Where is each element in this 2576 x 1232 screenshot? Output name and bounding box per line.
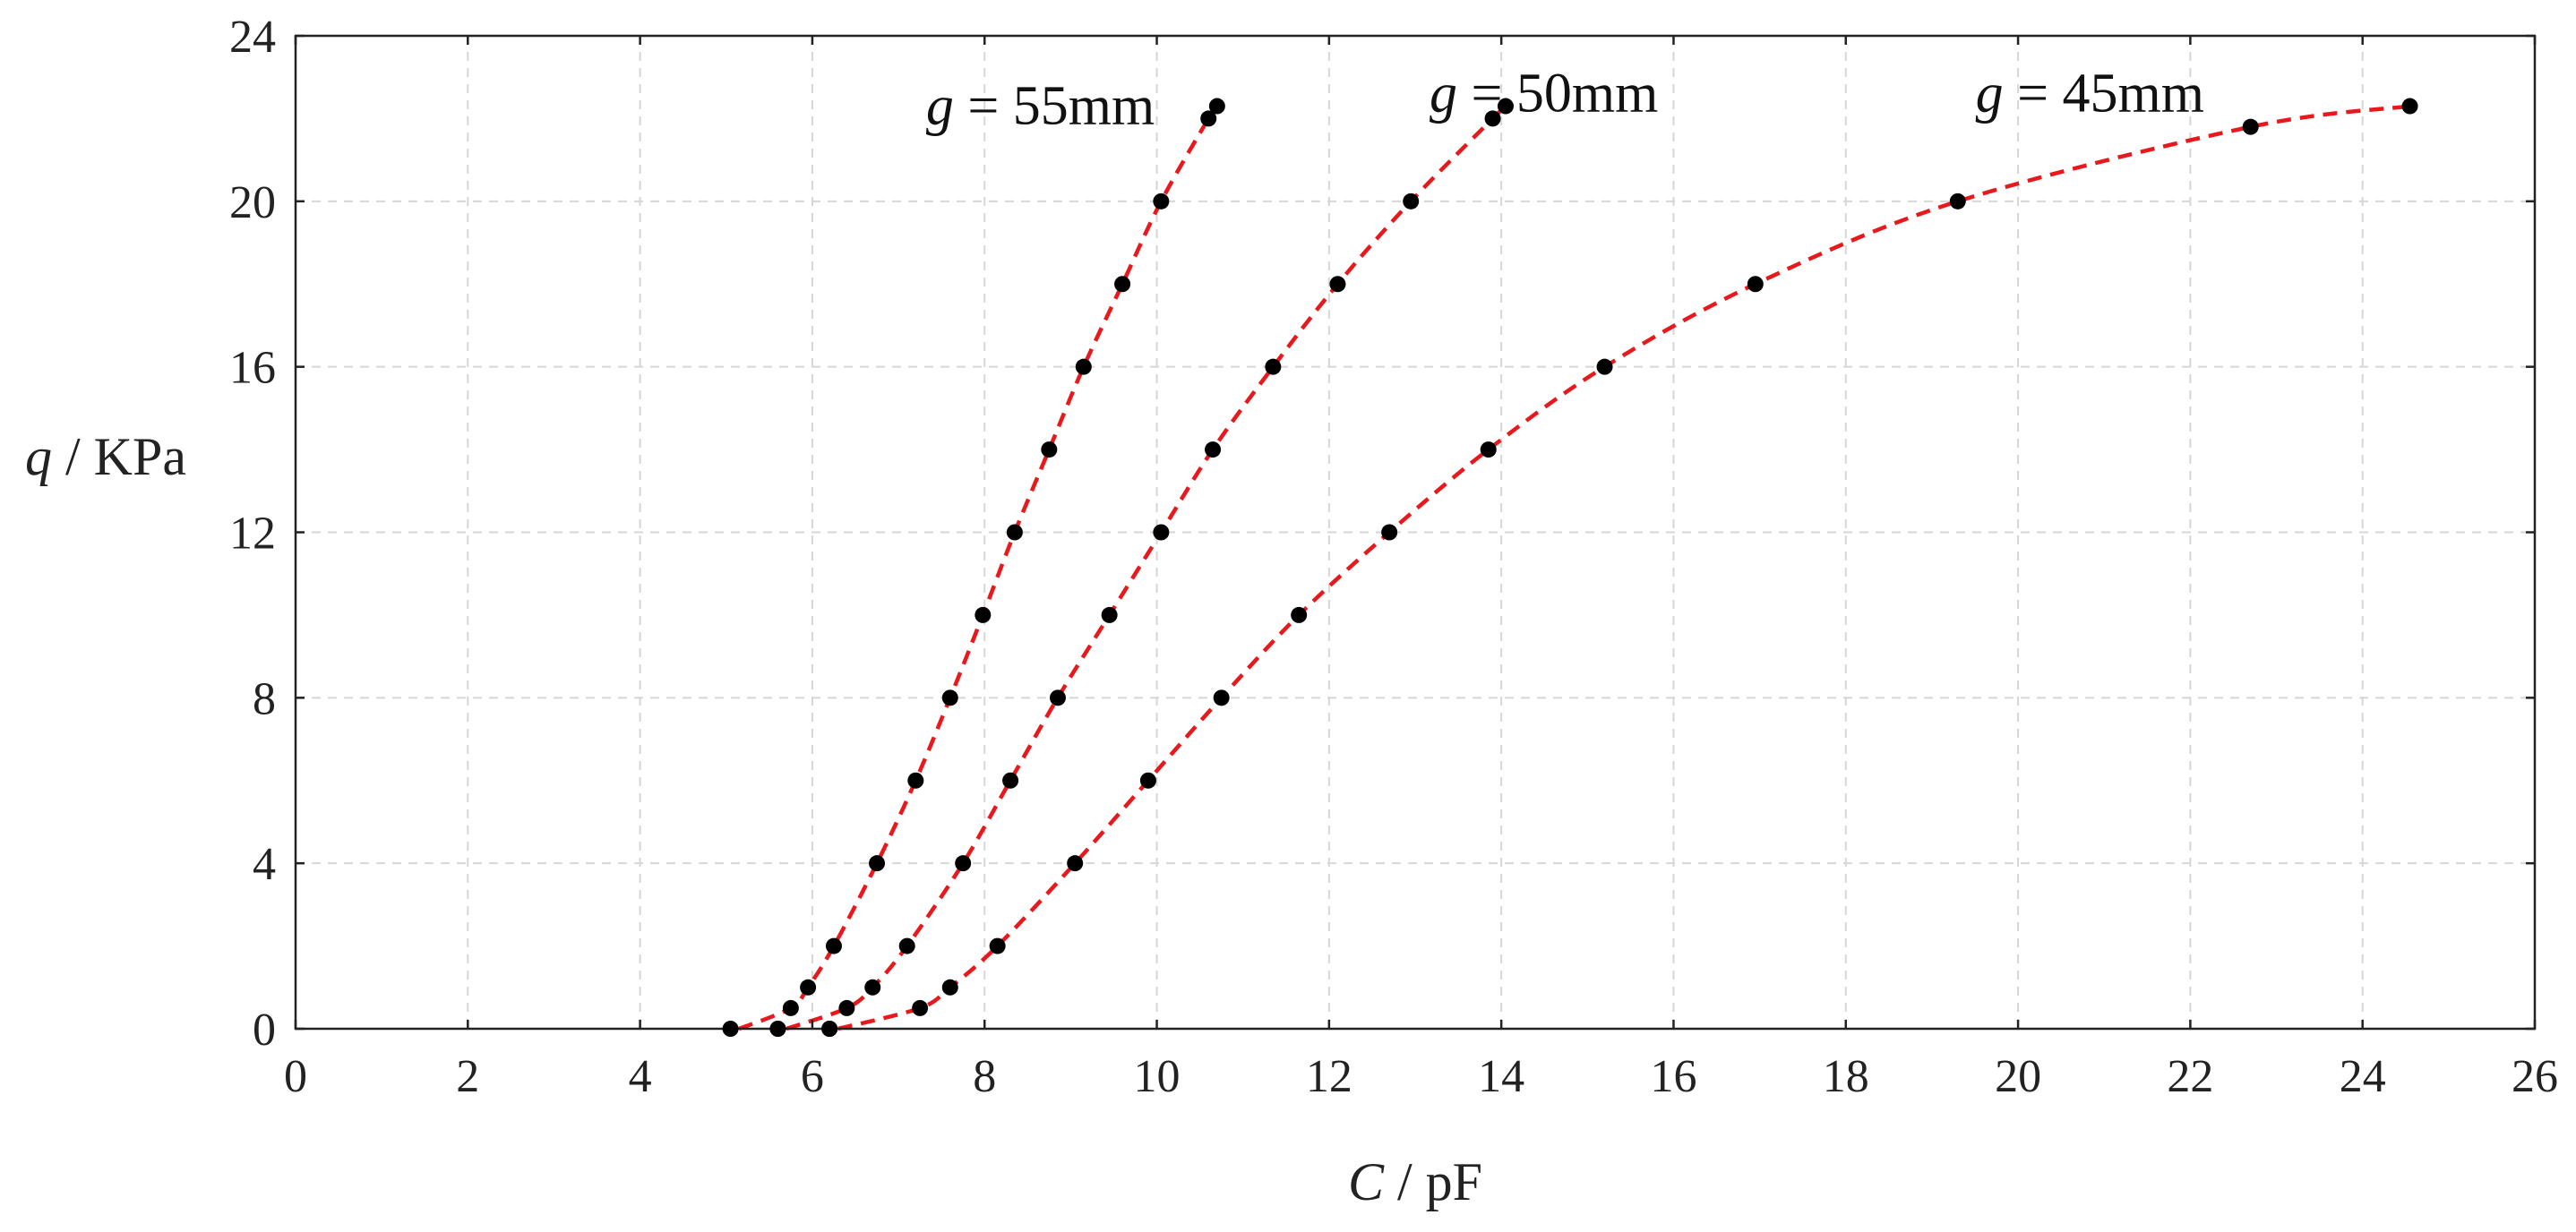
series-annotation-1: g = 55mm bbox=[926, 76, 1155, 137]
data-point-series-1 bbox=[1200, 110, 1217, 127]
data-point-series-1 bbox=[1114, 276, 1131, 293]
y-tick-label: 4 bbox=[253, 839, 276, 890]
y-tick-label: 20 bbox=[229, 177, 276, 228]
x-tick-label: 6 bbox=[801, 1051, 824, 1102]
data-point-series-2 bbox=[955, 855, 972, 872]
x-tick-label: 12 bbox=[1306, 1051, 1352, 1102]
x-tick-label: 18 bbox=[1823, 1051, 1869, 1102]
data-point-series-1 bbox=[1006, 524, 1023, 541]
data-point-series-2 bbox=[769, 1021, 786, 1037]
x-tick-label: 22 bbox=[2167, 1051, 2213, 1102]
data-point-series-1 bbox=[1041, 441, 1058, 458]
annotation-variable: g bbox=[926, 76, 968, 137]
fit-curve-1 bbox=[738, 105, 1219, 1031]
x-axis-label: C / pF bbox=[1348, 1152, 1482, 1211]
data-point-series-1 bbox=[907, 772, 924, 789]
y-tick-label: 24 bbox=[229, 12, 276, 63]
data-point-series-1 bbox=[782, 999, 799, 1016]
data-point-series-2 bbox=[1002, 772, 1019, 789]
x-tick-label: 14 bbox=[1478, 1051, 1524, 1102]
fit-curve-3 bbox=[837, 104, 2410, 1031]
x-tick-label: 20 bbox=[1995, 1051, 2041, 1102]
series-annotation-2: g = 50mm bbox=[1430, 64, 1658, 124]
annotation-variable: g bbox=[1976, 64, 2018, 124]
data-point-series-3 bbox=[1949, 192, 1966, 210]
series-annotation-3: g = 45mm bbox=[1976, 64, 2204, 124]
data-point-series-2 bbox=[1101, 606, 1118, 623]
x-axis-separator: / bbox=[1384, 1152, 1426, 1211]
fit-curve-2 bbox=[786, 104, 1507, 1031]
data-point-series-1 bbox=[975, 606, 992, 623]
data-point-series-2 bbox=[864, 979, 881, 996]
x-tick-label: 10 bbox=[1134, 1051, 1181, 1102]
data-point-series-1 bbox=[1075, 358, 1092, 375]
data-point-series-1 bbox=[869, 855, 886, 872]
data-point-series-2 bbox=[1403, 192, 1420, 210]
x-tick-label: 26 bbox=[2512, 1051, 2558, 1102]
data-point-series-1 bbox=[1208, 98, 1225, 115]
fit-curves bbox=[738, 104, 2410, 1031]
x-tick-label: 4 bbox=[629, 1051, 652, 1102]
x-tick-label: 0 bbox=[284, 1051, 307, 1102]
data-point-series-1 bbox=[1153, 192, 1170, 210]
x-tick-label: 16 bbox=[1650, 1051, 1696, 1102]
y-axis-separator: / bbox=[52, 427, 94, 486]
data-point-series-1 bbox=[941, 689, 958, 706]
data-point-series-2 bbox=[1205, 441, 1222, 458]
annotation-value: = 45mm bbox=[2017, 64, 2204, 124]
data-point-series-3 bbox=[941, 979, 958, 996]
grid-lines bbox=[296, 36, 2535, 1029]
data-point-series-3 bbox=[1480, 441, 1497, 458]
data-point-series-3 bbox=[1381, 524, 1398, 541]
annotation-value: = 55mm bbox=[967, 76, 1155, 137]
data-point-series-3 bbox=[1067, 855, 1084, 872]
x-axis-variable: C bbox=[1348, 1152, 1385, 1211]
data-point-series-3 bbox=[1291, 606, 1308, 623]
annotation-variable: g bbox=[1430, 64, 1472, 124]
data-points bbox=[722, 98, 2418, 1037]
data-point-series-3 bbox=[821, 1021, 838, 1037]
data-point-series-2 bbox=[1153, 524, 1170, 541]
y-tick-label: 8 bbox=[253, 673, 276, 724]
data-point-series-3 bbox=[2401, 98, 2418, 115]
data-point-series-3 bbox=[989, 937, 1006, 954]
data-point-series-3 bbox=[1213, 689, 1230, 706]
y-tick-label: 0 bbox=[253, 1005, 276, 1056]
series-annotations: g = 55mm g = 50mm g = 45mm bbox=[926, 64, 2204, 137]
data-point-series-1 bbox=[825, 937, 842, 954]
y-tick-label: 16 bbox=[229, 343, 276, 394]
data-point-series-2 bbox=[1484, 110, 1501, 127]
y-tick-label: 12 bbox=[229, 509, 276, 560]
x-axis-unit: pF bbox=[1426, 1152, 1482, 1211]
y-axis-unit: KPa bbox=[94, 427, 186, 486]
data-point-series-3 bbox=[1747, 276, 1764, 293]
x-tick-label: 8 bbox=[973, 1051, 996, 1102]
x-tick-label: 24 bbox=[2340, 1051, 2386, 1102]
x-tick-label: 2 bbox=[456, 1051, 479, 1102]
data-point-series-2 bbox=[1329, 276, 1346, 293]
y-axis-variable: q bbox=[25, 427, 52, 486]
data-point-series-3 bbox=[1139, 772, 1156, 789]
data-point-series-1 bbox=[722, 1021, 739, 1037]
data-point-series-3 bbox=[2242, 118, 2259, 135]
data-point-series-2 bbox=[898, 937, 915, 954]
data-point-series-2 bbox=[1049, 689, 1066, 706]
data-point-series-3 bbox=[1596, 358, 1613, 375]
y-axis-label: q / KPa bbox=[25, 427, 186, 486]
data-point-series-1 bbox=[800, 979, 817, 996]
data-point-series-2 bbox=[1265, 358, 1282, 375]
data-point-series-2 bbox=[1497, 98, 1514, 115]
data-point-series-3 bbox=[912, 999, 929, 1016]
annotation-value: = 50mm bbox=[1471, 64, 1658, 124]
data-point-series-2 bbox=[838, 999, 855, 1016]
